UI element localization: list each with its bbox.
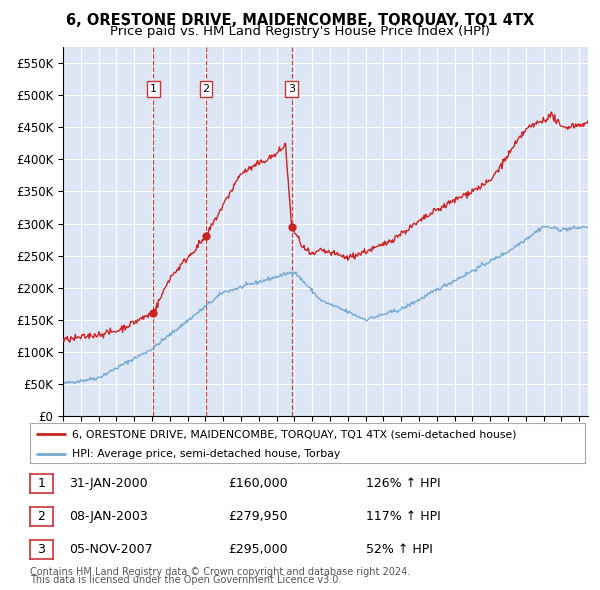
Text: 126% ↑ HPI: 126% ↑ HPI xyxy=(366,477,440,490)
Text: This data is licensed under the Open Government Licence v3.0.: This data is licensed under the Open Gov… xyxy=(30,575,341,585)
Text: 31-JAN-2000: 31-JAN-2000 xyxy=(69,477,148,490)
Text: Contains HM Land Registry data © Crown copyright and database right 2024.: Contains HM Land Registry data © Crown c… xyxy=(30,567,410,577)
Text: 1: 1 xyxy=(37,477,46,490)
Text: HPI: Average price, semi-detached house, Torbay: HPI: Average price, semi-detached house,… xyxy=(71,450,340,460)
Text: 3: 3 xyxy=(37,543,46,556)
Text: 2: 2 xyxy=(37,510,46,523)
Text: 05-NOV-2007: 05-NOV-2007 xyxy=(69,543,152,556)
Text: 117% ↑ HPI: 117% ↑ HPI xyxy=(366,510,441,523)
Text: 6, ORESTONE DRIVE, MAIDENCOMBE, TORQUAY, TQ1 4TX: 6, ORESTONE DRIVE, MAIDENCOMBE, TORQUAY,… xyxy=(66,13,534,28)
Text: Price paid vs. HM Land Registry's House Price Index (HPI): Price paid vs. HM Land Registry's House … xyxy=(110,25,490,38)
Text: 08-JAN-2003: 08-JAN-2003 xyxy=(69,510,148,523)
Text: £160,000: £160,000 xyxy=(228,477,287,490)
Text: 1: 1 xyxy=(150,84,157,94)
Text: 6, ORESTONE DRIVE, MAIDENCOMBE, TORQUAY, TQ1 4TX (semi-detached house): 6, ORESTONE DRIVE, MAIDENCOMBE, TORQUAY,… xyxy=(71,430,516,440)
Text: £295,000: £295,000 xyxy=(228,543,287,556)
Text: 3: 3 xyxy=(288,84,295,94)
Text: 2: 2 xyxy=(202,84,209,94)
Text: 52% ↑ HPI: 52% ↑ HPI xyxy=(366,543,433,556)
Text: £279,950: £279,950 xyxy=(228,510,287,523)
